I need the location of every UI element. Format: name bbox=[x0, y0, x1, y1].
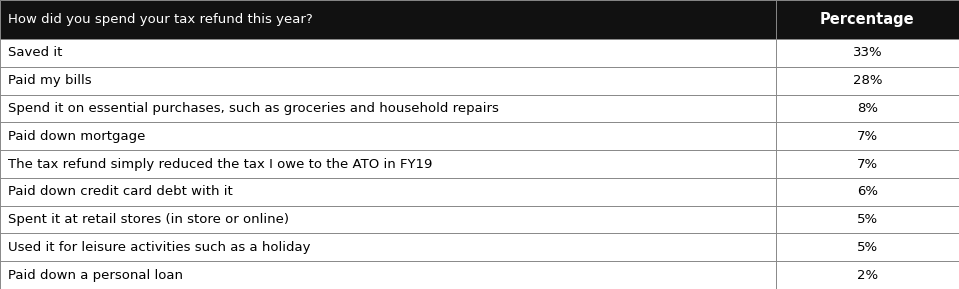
Bar bbox=[0, 122, 959, 150]
Bar bbox=[0, 150, 959, 178]
Text: The tax refund simply reduced the tax I owe to the ATO in FY19: The tax refund simply reduced the tax I … bbox=[8, 158, 433, 171]
Bar bbox=[0, 206, 959, 234]
Text: 33%: 33% bbox=[853, 47, 882, 60]
Text: Spend it on essential purchases, such as groceries and household repairs: Spend it on essential purchases, such as… bbox=[8, 102, 499, 115]
Text: Used it for leisure activities such as a holiday: Used it for leisure activities such as a… bbox=[8, 241, 310, 254]
Text: Saved it: Saved it bbox=[8, 47, 62, 60]
Bar bbox=[0, 178, 959, 206]
Text: 7%: 7% bbox=[856, 130, 878, 143]
Bar bbox=[0, 95, 959, 122]
Text: Paid down mortgage: Paid down mortgage bbox=[8, 130, 145, 143]
Text: 5%: 5% bbox=[856, 213, 878, 226]
Bar bbox=[0, 234, 959, 261]
Text: 8%: 8% bbox=[857, 102, 877, 115]
Text: Paid down credit card debt with it: Paid down credit card debt with it bbox=[8, 185, 232, 198]
Text: 6%: 6% bbox=[857, 185, 877, 198]
Bar bbox=[0, 0, 959, 39]
Bar bbox=[0, 261, 959, 289]
Text: 7%: 7% bbox=[856, 158, 878, 171]
Text: Paid my bills: Paid my bills bbox=[8, 74, 91, 87]
Text: Spent it at retail stores (in store or online): Spent it at retail stores (in store or o… bbox=[8, 213, 289, 226]
Bar bbox=[0, 39, 959, 67]
Text: 28%: 28% bbox=[853, 74, 882, 87]
Text: How did you spend your tax refund this year?: How did you spend your tax refund this y… bbox=[8, 13, 313, 26]
Bar bbox=[0, 67, 959, 95]
Text: 5%: 5% bbox=[856, 241, 878, 254]
Text: Paid down a personal loan: Paid down a personal loan bbox=[8, 268, 182, 281]
Text: 2%: 2% bbox=[856, 268, 878, 281]
Text: Percentage: Percentage bbox=[820, 12, 915, 27]
